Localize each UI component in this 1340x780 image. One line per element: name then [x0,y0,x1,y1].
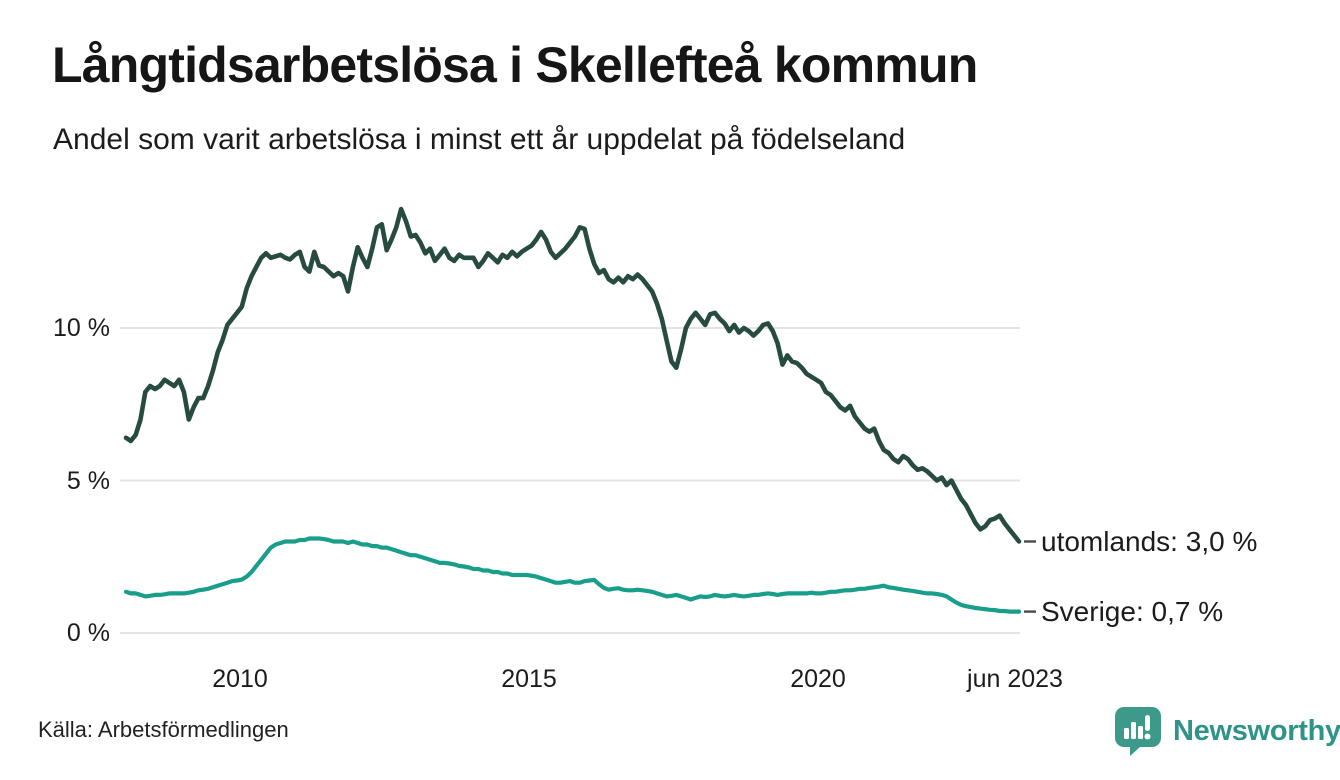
y-axis-tick-0: 0 % [66,619,110,647]
source-note: Källa: Arbetsförmedlingen [38,717,289,742]
y-axis-tick-5: 5 % [66,467,110,495]
x-axis-tick-2010: 2010 [212,665,268,693]
x-axis-tick-2020: 2020 [790,665,846,693]
x-axis-tick-2015: 2015 [501,665,557,693]
y-axis-tick-10: 10 % [53,314,110,342]
newsworthy-wordmark: Newsworthy [1173,715,1340,747]
page-subtitle: Andel som varit arbetslösa i minst ett å… [53,123,906,156]
newsworthy-bubble-chart-icon [1114,706,1162,757]
page-title: Långtidsarbetslösa i Skellefteå kommun [52,37,978,93]
newsworthy-logo[interactable]: Newsworthy [1114,706,1340,757]
legend-label-utomlands: utomlands: 3,0 % [1041,526,1258,557]
x-axis-tick-jun-2023: jun 2023 [967,665,1063,693]
legend-label-sverige: Sverige: 0,7 % [1041,596,1224,627]
